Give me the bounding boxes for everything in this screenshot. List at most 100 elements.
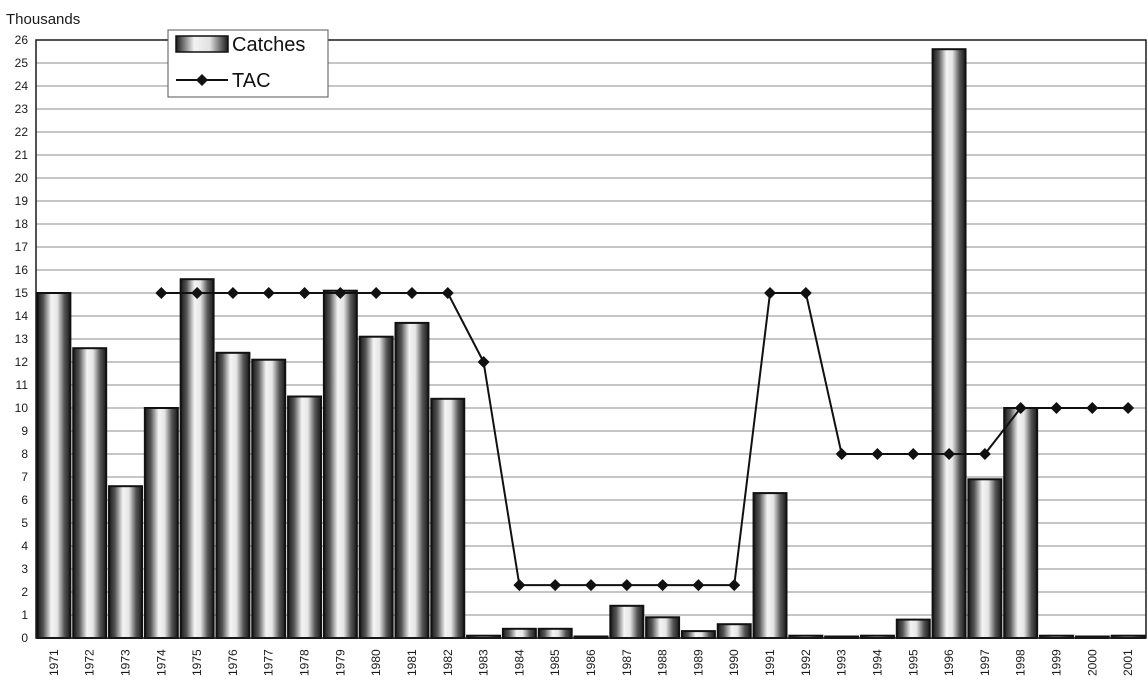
y-tick-label: 19: [15, 194, 29, 208]
x-axis-ticks: 1971 1972 1973 1974 1975 1976 1977 1978 1979 1980…: [47, 649, 1135, 676]
x-tick-label: 1994: [870, 649, 884, 676]
y-axis-ticks: 0123456789101112131415161718192021222324…: [15, 33, 29, 645]
x-tick-label: 1990: [727, 649, 741, 676]
x-tick-label: 1971: [47, 649, 61, 676]
catches-bar: [287, 395, 323, 639]
y-unit-label: Thousands: [6, 11, 80, 28]
x-tick-label: 1993: [835, 649, 849, 676]
x-tick-label: 1986: [584, 649, 598, 676]
tac-marker: [799, 287, 812, 299]
catches-bar: [501, 627, 537, 639]
y-tick-label: 8: [21, 447, 28, 461]
legend-tac-marker: [196, 74, 208, 86]
x-tick-label: 1972: [83, 649, 97, 676]
tac-marker: [513, 579, 526, 592]
x-tick-label: 1991: [763, 649, 777, 676]
catches-bar: [72, 347, 108, 639]
catches-bar: [931, 48, 967, 639]
catches-bar: [967, 478, 1003, 639]
x-tick-label: 1987: [620, 649, 634, 676]
legend-catches-swatch: [175, 35, 229, 53]
catches-bar: [430, 397, 466, 639]
catches-bars: [36, 48, 1146, 640]
tac-marker: [155, 287, 168, 299]
x-tick-label: 1997: [978, 649, 992, 676]
x-tick-label: 1977: [262, 649, 276, 676]
x-tick-label: 1979: [333, 649, 347, 676]
tac-series-line: [161, 292, 1129, 587]
y-tick-label: 11: [16, 378, 29, 392]
x-tick-label: 1992: [799, 649, 813, 676]
y-tick-label: 10: [15, 401, 29, 415]
tac-marker: [298, 287, 311, 299]
tac-marker: [1050, 402, 1063, 414]
tac-marker: [585, 579, 597, 592]
plot-frame: [35, 39, 1147, 639]
tac-marker: [1014, 402, 1027, 414]
tac-marker: [334, 287, 347, 299]
y-tick-label: 17: [15, 240, 29, 254]
y-tick-label: 12: [15, 355, 29, 369]
catches-bar: [143, 407, 179, 639]
catches-bar: [251, 358, 287, 639]
y-tick-label: 9: [21, 424, 28, 438]
catches-bar: [895, 618, 931, 639]
catches-bar: [322, 289, 358, 639]
x-tick-label: 1999: [1049, 649, 1063, 676]
x-tick-label: 1983: [477, 649, 491, 676]
y-tick-label: 20: [15, 171, 29, 185]
x-tick-label: 1996: [942, 649, 956, 676]
x-tick-label: 1973: [119, 649, 133, 676]
tac-marker: [728, 579, 741, 592]
x-tick-label: 1978: [298, 649, 312, 676]
x-tick-label: 1985: [548, 649, 562, 676]
legend: Catches TAC: [167, 29, 329, 98]
x-tick-label: 1975: [190, 649, 204, 676]
y-tick-label: 6: [21, 493, 28, 507]
x-tick-label: 1988: [656, 649, 670, 676]
tac-marker: [370, 287, 383, 299]
y-tick-label: 26: [15, 33, 29, 47]
catches-bar: [645, 616, 681, 639]
x-tick-label: 1995: [906, 649, 920, 676]
y-tick-label: 25: [15, 56, 29, 70]
tac-marker: [226, 287, 239, 299]
catches-bar: [1003, 407, 1039, 639]
x-tick-label: 1976: [226, 649, 240, 676]
tac-marker: [656, 579, 669, 592]
x-tick-label: 1984: [512, 649, 526, 676]
legend-catches-label: Catches: [232, 34, 305, 56]
tac-marker: [943, 448, 956, 460]
tac-marker: [764, 287, 777, 299]
catches-bar: [680, 630, 716, 639]
y-tick-label: 23: [15, 102, 29, 116]
tac-line: [155, 287, 1135, 592]
y-tick-label: 3: [21, 562, 28, 576]
catches-bar: [609, 604, 645, 639]
x-tick-label: 1989: [691, 649, 705, 676]
y-tick-label: 4: [21, 539, 28, 553]
tac-marker: [262, 287, 275, 299]
catches-bar: [179, 278, 215, 639]
x-tick-label: 1980: [369, 649, 383, 676]
y-tick-label: 14: [15, 309, 29, 323]
y-tick-label: 16: [15, 263, 29, 277]
y-tick-label: 15: [15, 286, 29, 300]
x-tick-label: 1998: [1014, 649, 1028, 676]
x-tick-label: 2001: [1121, 649, 1135, 676]
y-tick-label: 22: [15, 125, 29, 139]
tac-marker: [692, 579, 705, 592]
y-tick-label: 1: [21, 608, 28, 622]
legend-tac-label: TAC: [232, 70, 271, 92]
y-tick-label: 13: [15, 332, 29, 346]
y-tick-label: 7: [21, 470, 28, 484]
catches-bar: [537, 627, 573, 639]
x-tick-label: 1982: [441, 649, 455, 676]
catches-bar: [716, 623, 752, 640]
x-tick-label: 1981: [405, 649, 419, 676]
tac-marker: [871, 448, 884, 460]
catches-bar: [108, 485, 143, 640]
tac-marker: [1122, 402, 1135, 414]
tac-marker: [978, 448, 991, 460]
